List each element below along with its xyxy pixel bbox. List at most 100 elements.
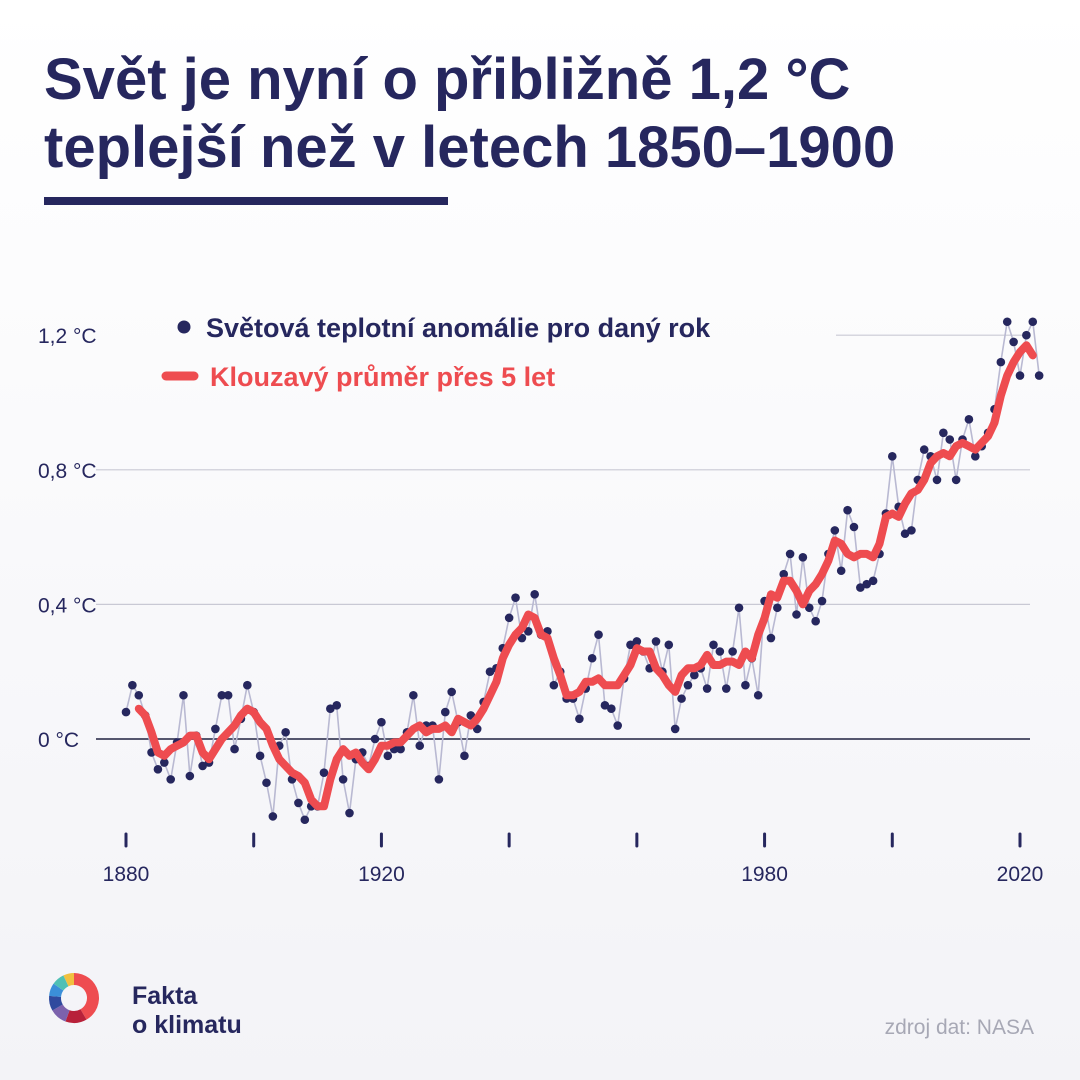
y-tick-label: 0 °C [38,729,79,752]
title-underline [44,197,448,205]
y-tick-label: 0,4 °C [38,594,97,617]
logo-segment [74,973,99,1020]
data-point [268,812,278,821]
data-point [945,435,955,444]
data-point [715,647,725,656]
data-point [849,522,859,532]
data-point [734,603,744,613]
data-point [460,751,469,761]
data-point [243,680,252,690]
data-point [741,680,750,690]
data-point [524,627,533,636]
x-axis: 1880 1920 1980 2020 [103,832,1044,886]
data-point [211,724,220,734]
data-point [817,596,827,606]
data-point [753,690,763,700]
data-point [1009,337,1018,347]
data-point [677,694,686,703]
data-point [773,603,782,613]
data-point [594,630,603,639]
data-point [932,475,942,485]
annual-anomaly-points [121,317,1044,825]
data-point [996,357,1006,367]
data-point [198,761,207,771]
data-point [887,452,897,461]
fakta-o-klimatu-logo-icon [49,973,99,1023]
data-point [262,778,271,788]
legend-dot-icon [177,320,191,334]
y-tick-label: 1,2 °C [38,325,97,348]
data-point [121,707,131,717]
data-point [160,758,169,767]
data-point [702,684,712,693]
data-point [549,680,559,690]
legend-label-annual: Světová teplotní anomálie pro daný rok [206,313,711,343]
data-point [907,526,916,535]
data-point [964,415,974,424]
logo-segment [49,995,63,1011]
title-underlined-part: teplejší než v [44,115,406,180]
moving-average-line [134,341,1037,811]
data-point [370,734,380,744]
data-point [504,613,514,623]
x-tick-label: 1880 [103,863,150,886]
brand-name: Fakta o klimatu [132,982,242,1040]
data-point [664,640,674,650]
data-point [230,744,239,754]
data-point [332,701,342,710]
data-point [798,552,808,562]
data-point [383,751,393,761]
data-point [345,808,354,818]
chart-legend: Světová teplotní anomálie pro daný rok K… [161,313,711,392]
title-line-1: Svět je nyní o přibližně 1,2 °C [44,47,851,112]
data-point [709,640,718,650]
data-point [971,452,980,461]
data-point [179,690,188,700]
chart-grid [96,334,1030,740]
data-point [690,670,699,680]
data-source: zdroj dat: NASA [884,1016,1034,1039]
data-point [843,505,852,515]
x-tick-label: 2020 [997,863,1044,886]
data-point [779,569,789,579]
data-point [830,526,840,535]
data-point [396,744,405,754]
data-point [575,714,584,724]
logo-segment [65,1009,87,1023]
data-point [836,566,846,576]
data-point [632,637,642,646]
logo-segment [49,983,64,997]
data-point [792,610,801,619]
data-point [377,717,386,727]
data-point [409,690,418,700]
data-point [294,798,303,808]
data-point [587,653,597,663]
logo-segment [63,973,74,987]
data-point [868,576,878,586]
data-point [728,647,737,656]
data-point [485,667,495,676]
data-point [804,603,814,613]
data-point [434,775,444,784]
data-point [1028,317,1038,327]
data-point [134,690,144,700]
brand-line-2: o klimatu [132,1011,242,1039]
data-point [900,529,910,539]
annual-connecting-line [125,318,1040,822]
data-point [613,721,622,730]
data-point [128,680,137,690]
data-point [447,687,456,697]
x-tick-label: 1980 [741,863,788,886]
data-point [223,690,233,700]
data-point [766,633,776,643]
data-point [1002,317,1012,327]
data-point [319,768,329,777]
data-point [919,445,929,454]
data-point [600,701,610,710]
y-axis: 0 °C 0,4 °C 0,8 °C 1,2 °C [38,325,97,752]
data-point [1034,371,1044,380]
data-point [626,640,635,650]
data-point [951,475,961,485]
data-point [440,707,450,717]
